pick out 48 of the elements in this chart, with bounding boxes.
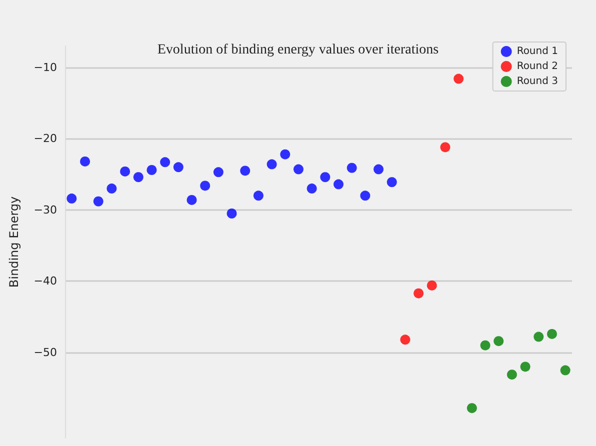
- point: [466, 403, 477, 414]
- y-tick-label: −10: [34, 60, 57, 74]
- point: [133, 172, 144, 182]
- point: [440, 142, 450, 152]
- point: [253, 190, 264, 201]
- point: [226, 208, 237, 218]
- point: [386, 177, 397, 188]
- point: [146, 165, 157, 176]
- point: [480, 340, 490, 350]
- point: [173, 162, 184, 172]
- legend-label: Round 3: [516, 76, 558, 87]
- point: [374, 164, 384, 174]
- point: [66, 194, 77, 204]
- y-tick-label: −20: [34, 132, 57, 146]
- point: [160, 157, 170, 168]
- point: [454, 74, 464, 84]
- point: [520, 362, 530, 372]
- y-tick-label: −50: [34, 346, 57, 359]
- point: [334, 179, 344, 190]
- point: [93, 196, 104, 206]
- point: [280, 149, 290, 160]
- point: [306, 184, 317, 194]
- point: [346, 162, 357, 173]
- point: [200, 180, 210, 191]
- point: [213, 167, 224, 178]
- legend-label: Round 2: [516, 61, 558, 72]
- y-axis-title: Binding Energy: [7, 196, 21, 288]
- point: [240, 166, 250, 176]
- point: [186, 194, 197, 205]
- point: [534, 332, 544, 342]
- legend-label: Round 1: [516, 46, 558, 57]
- point: [80, 156, 90, 166]
- point: [414, 288, 424, 298]
- y-tick-label: −40: [34, 274, 57, 288]
- point: [120, 166, 130, 176]
- point: [320, 172, 330, 182]
- point: [293, 164, 304, 174]
- chart-title: Evolution of binding energy values over iterations: [157, 42, 439, 58]
- point: [400, 334, 410, 345]
- point: [360, 190, 370, 201]
- point: [506, 370, 517, 380]
- point: [106, 184, 117, 194]
- y-tick-label: −30: [34, 203, 57, 216]
- point: [426, 280, 437, 290]
- point: [546, 328, 557, 339]
- point: [266, 159, 277, 170]
- point: [560, 365, 570, 376]
- point: [494, 336, 504, 346]
